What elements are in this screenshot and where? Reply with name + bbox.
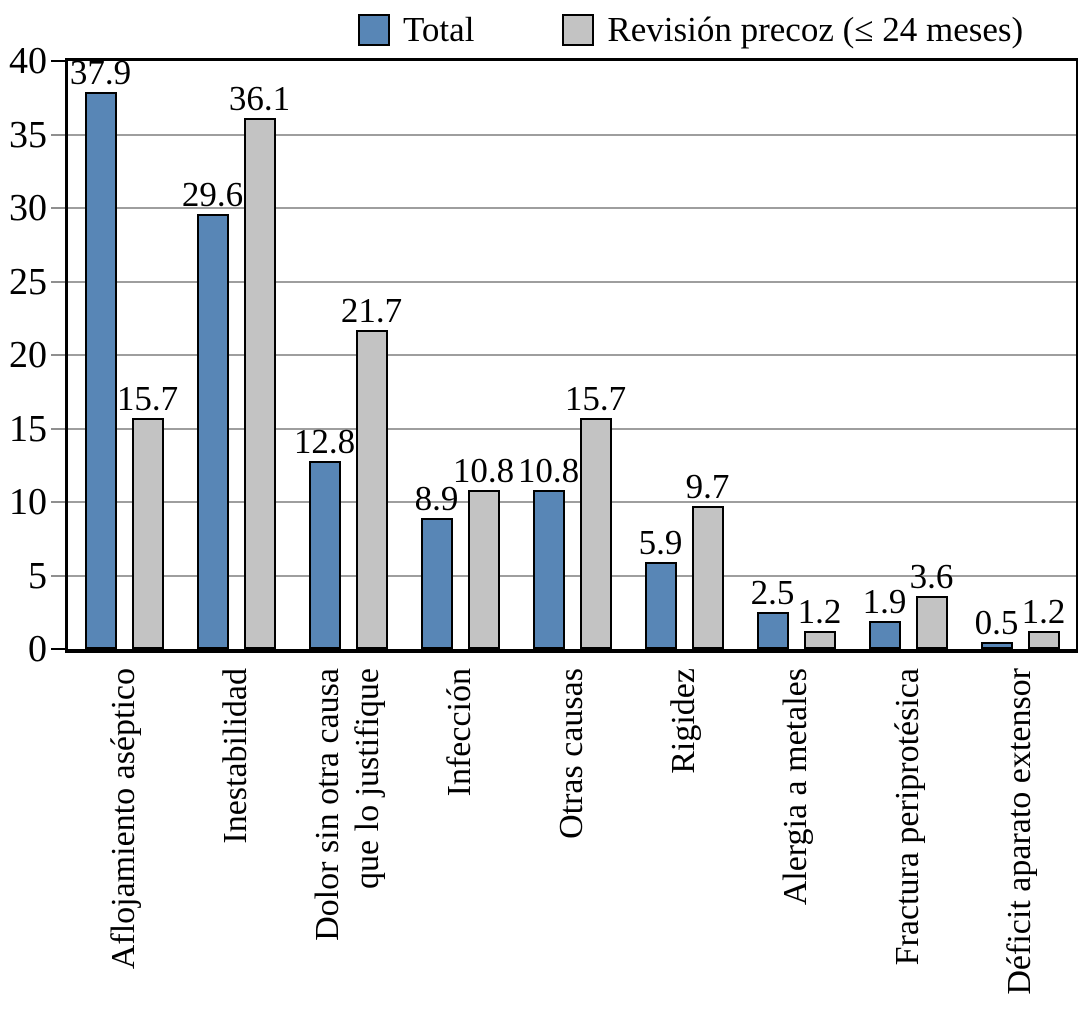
y-tick-label-30: 30 — [9, 187, 47, 229]
bar-total-otras-causas — [532, 490, 565, 649]
bar-value-label-total-inestabilidad: 29.6 — [181, 174, 244, 214]
bar-value-label-total-deficit-aparato-extensor: 0.5 — [974, 602, 1019, 642]
gridline-25 — [68, 280, 1076, 283]
bar-value-label-revision-precoz-24-meses-aflojamiento-aseptico: 15.7 — [116, 379, 179, 419]
bar-value-label-total-otras-causas: 10.8 — [517, 451, 580, 491]
legend-swatch-icon — [358, 13, 390, 46]
x-category-label-inestabilidad: Inestabilidad — [217, 668, 254, 844]
bar-revision-precoz-24-meses-otras-causas — [579, 418, 612, 649]
bar-revision-precoz-24-meses-fractura-periprotesica — [915, 596, 948, 649]
bar-revision-precoz-24-meses-aflojamiento-aseptico — [131, 418, 164, 649]
bar-value-label-total-alergia-a-metales: 2.5 — [750, 573, 795, 613]
y-tick-25 — [51, 280, 65, 283]
bar-total-fractura-periprotesica — [868, 621, 901, 649]
bar-value-label-total-infeccion: 8.9 — [414, 479, 459, 519]
bar-total-inestabilidad — [196, 213, 229, 649]
gridline-35 — [68, 133, 1076, 136]
gridline-20 — [68, 354, 1076, 356]
x-category-label-alergia-a-metales: Alergia a metales — [777, 668, 814, 906]
bar-revision-precoz-24-meses-infeccion — [467, 490, 500, 649]
legend-item-total: Total — [358, 12, 474, 47]
bar-value-label-total-aflojamiento-aseptico: 37.9 — [69, 52, 132, 92]
x-category-label-deficit-aparato-extensor: Déficit aparato extensor — [1001, 668, 1038, 995]
legend-swatch-icon — [562, 13, 595, 46]
bar-value-label-total-fractura-periprotesica: 1.9 — [862, 582, 907, 622]
legend-label: Total — [403, 10, 475, 49]
y-tick-label-0: 0 — [28, 628, 47, 670]
bar-value-label-revision-precoz-24-meses-otras-causas: 15.7 — [564, 379, 627, 419]
bar-value-label-revision-precoz-24-meses-inestabilidad: 36.1 — [228, 79, 291, 119]
y-tick-label-5: 5 — [28, 554, 47, 597]
legend-item-revision-precoz-24-meses: Revisión precoz (≤ 24 meses) — [562, 12, 1023, 47]
plot-area: 37.9 29.6 12.8 8.9 10.8 5.9 2.5 1.9 0.5 15.7 36.1 2… — [65, 55, 1078, 653]
y-tick-label-40: 40 — [9, 40, 47, 82]
bar-revision-precoz-24-meses-inestabilidad — [243, 118, 276, 649]
bar-value-label-revision-precoz-24-meses-dolor-sin-otra-causa: 21.7 — [340, 291, 403, 331]
legend-label: Revisión precoz (≤ 24 meses) — [607, 10, 1024, 49]
bar-revision-precoz-24-meses-rigidez — [691, 506, 724, 649]
bar-total-aflojamiento-aseptico — [84, 91, 117, 649]
y-tick-30 — [51, 207, 65, 209]
y-tick-label-20: 20 — [9, 334, 47, 376]
y-tick-5 — [51, 574, 65, 577]
bar-value-label-revision-precoz-24-meses-fractura-periprotesica: 3.6 — [909, 557, 954, 597]
gridline-15 — [68, 427, 1076, 430]
bar-total-alergia-a-metales — [756, 612, 789, 649]
bar-value-label-revision-precoz-24-meses-rigidez: 9.7 — [685, 467, 730, 507]
bar-value-label-total-dolor-sin-otra-causa: 12.8 — [293, 421, 356, 461]
bar-value-label-revision-precoz-24-meses-alergia-a-metales: 1.2 — [797, 592, 842, 632]
y-tick-label-25: 25 — [9, 260, 47, 303]
bar-value-label-revision-precoz-24-meses-infeccion: 10.8 — [452, 451, 515, 491]
chart-legend: Total Revisión precoz (≤ 24 meses) — [358, 12, 1023, 47]
x-category-label-fractura-periprotesica: Fractura periprotésica — [889, 668, 926, 966]
y-tick-15 — [51, 427, 65, 430]
bar-total-rigidez — [644, 562, 677, 649]
bar-revision-precoz-24-meses-alergia-a-metales — [803, 631, 836, 649]
y-tick-label-10: 10 — [9, 481, 47, 523]
bar-total-dolor-sin-otra-causa — [308, 460, 341, 649]
bar-total-deficit-aparato-extensor — [980, 641, 1013, 649]
y-tick-label-35: 35 — [9, 113, 47, 156]
y-tick-20 — [51, 354, 65, 356]
y-tick-10 — [51, 501, 65, 503]
x-category-label-aflojamiento-aseptico: Aflojamiento aséptico — [105, 668, 142, 970]
bar-value-label-revision-precoz-24-meses-deficit-aparato-extensor: 1.2 — [1021, 592, 1066, 632]
x-category-label-dolor-sin-otra-causa: Dolor sin otra causa que lo justifique — [309, 668, 386, 941]
bar-revision-precoz-24-meses-dolor-sin-otra-causa — [355, 330, 388, 649]
y-tick-40 — [51, 60, 65, 62]
gridline-5 — [68, 574, 1076, 577]
bar-revision-precoz-24-meses-deficit-aparato-extensor — [1027, 631, 1060, 649]
x-category-label-rigidez: Rigidez — [665, 668, 702, 774]
gridline-30 — [68, 207, 1076, 209]
x-category-label-infeccion: Infección — [441, 668, 478, 797]
y-tick-label-15: 15 — [9, 407, 47, 450]
gridline-10 — [68, 501, 1076, 503]
y-tick-0 — [51, 648, 65, 650]
bar-value-label-total-rigidez: 5.9 — [638, 523, 683, 563]
bar-total-infeccion — [420, 518, 453, 649]
x-category-label-otras-causas: Otras causas — [553, 668, 590, 839]
y-tick-35 — [51, 133, 65, 136]
